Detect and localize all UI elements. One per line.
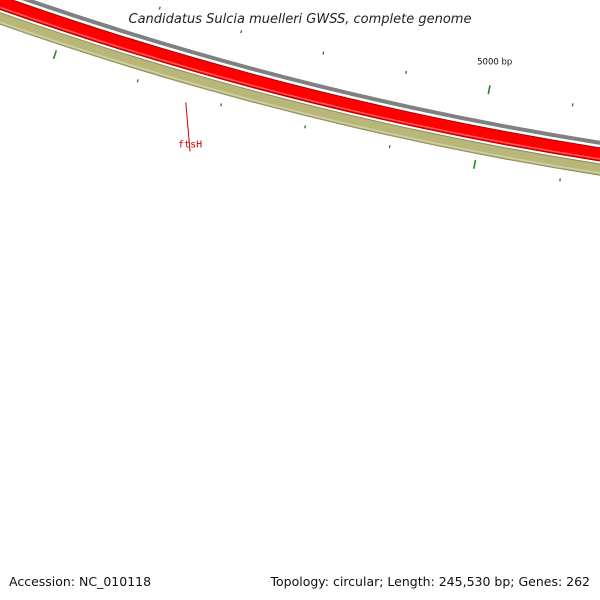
- minor-tick: [240, 30, 243, 34]
- minor-tick: [304, 125, 307, 129]
- inner-tick-ring: [158, 6, 574, 107]
- major-tick: [472, 159, 477, 169]
- gene-band-forward[interactable]: [0, 0, 600, 199]
- major-tick: [487, 85, 491, 95]
- major-tick: [52, 50, 58, 60]
- bp-label: 5000 bp: [477, 57, 512, 67]
- outer-tick-ring: [52, 50, 561, 182]
- gene-bands: [0, 0, 600, 199]
- minor-tick: [322, 51, 325, 55]
- minor-tick: [158, 6, 161, 10]
- accession-text: Accession: NC_010118: [9, 574, 151, 589]
- bp-scale-labels: 4500 bp5000 bp5500 bp6000 bp6500 bp7000 …: [477, 57, 512, 67]
- minor-tick: [136, 79, 139, 83]
- genome-summary-text: Topology: circular; Length: 245,530 bp; …: [270, 574, 591, 589]
- gene-label-leader: [185, 102, 191, 152]
- gene-band-highlight: [0, 6, 600, 160]
- gene-band-ftsH-reverse[interactable]: [0, 0, 600, 181]
- map-title: Candidatus Sulcia muelleri GWSS, complet…: [129, 12, 472, 27]
- minor-tick: [220, 103, 223, 107]
- genome-backbone: [21, 0, 600, 145]
- minor-tick: [388, 145, 391, 149]
- gene-label-ftsH[interactable]: ftsH: [178, 139, 202, 150]
- gene-labels: ftsHdnaNpheT: [178, 102, 202, 152]
- gene-band-highlight: [0, 21, 600, 174]
- minor-tick: [405, 70, 408, 75]
